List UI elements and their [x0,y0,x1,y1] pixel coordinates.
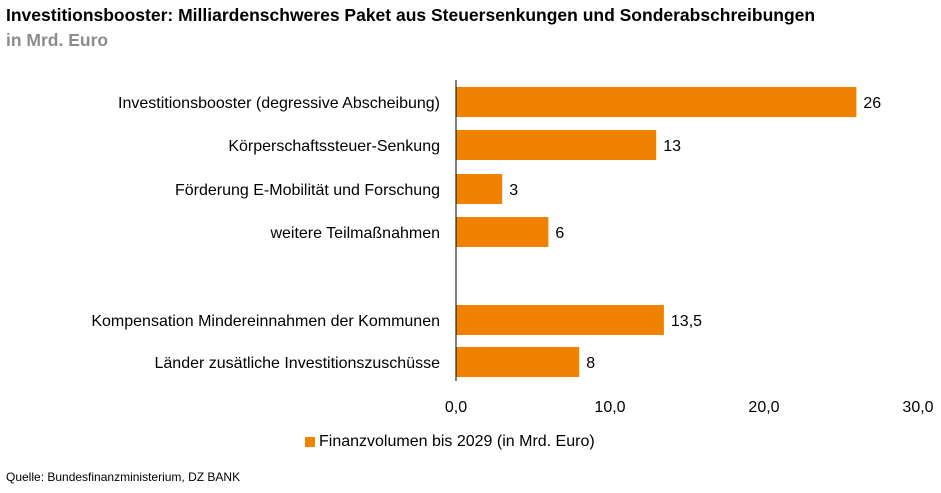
bar [456,217,549,247]
data-label: 3 [509,182,518,199]
data-label: 8 [586,355,595,372]
bar-chart: Investitionsbooster (degressive Abscheib… [91,80,934,416]
category-label: Länder zusätliche Investitionszuschüsse [155,355,441,372]
category-label: Kompensation Mindereinnahmen der Kommune… [91,313,440,330]
category-label: Investitionsbooster (degressive Abscheib… [118,95,440,112]
data-label: 26 [863,95,881,112]
x-tick-label: 20,0 [748,399,779,416]
data-label: 6 [555,225,564,242]
bar [456,347,580,377]
legend: Finanzvolumen bis 2029 (in Mrd. Euro) [305,433,595,451]
category-label: Förderung E-Mobilität und Forschung [175,182,440,199]
bar [456,305,664,335]
data-label: 13 [663,138,681,155]
data-label: 13,5 [671,313,702,330]
chart-title: Investitionsbooster: Milliardenschweres … [6,5,816,25]
x-tick-label: 0,0 [445,399,467,416]
legend-label: Finanzvolumen bis 2029 (in Mrd. Euro) [319,433,595,450]
x-tick-label: 10,0 [594,399,625,416]
bar [456,87,857,117]
bar [456,130,657,160]
source-note: Quelle: Bundesfinanzministerium, DZ BANK [6,470,241,484]
x-tick-label: 30,0 [902,399,933,416]
category-label: Körperschaftssteuer-Senkung [228,138,440,155]
bar [456,174,503,204]
category-label: weitere Teilmaßnahmen [269,225,440,242]
legend-swatch [305,437,315,447]
chart-subtitle: in Mrd. Euro [6,30,109,50]
